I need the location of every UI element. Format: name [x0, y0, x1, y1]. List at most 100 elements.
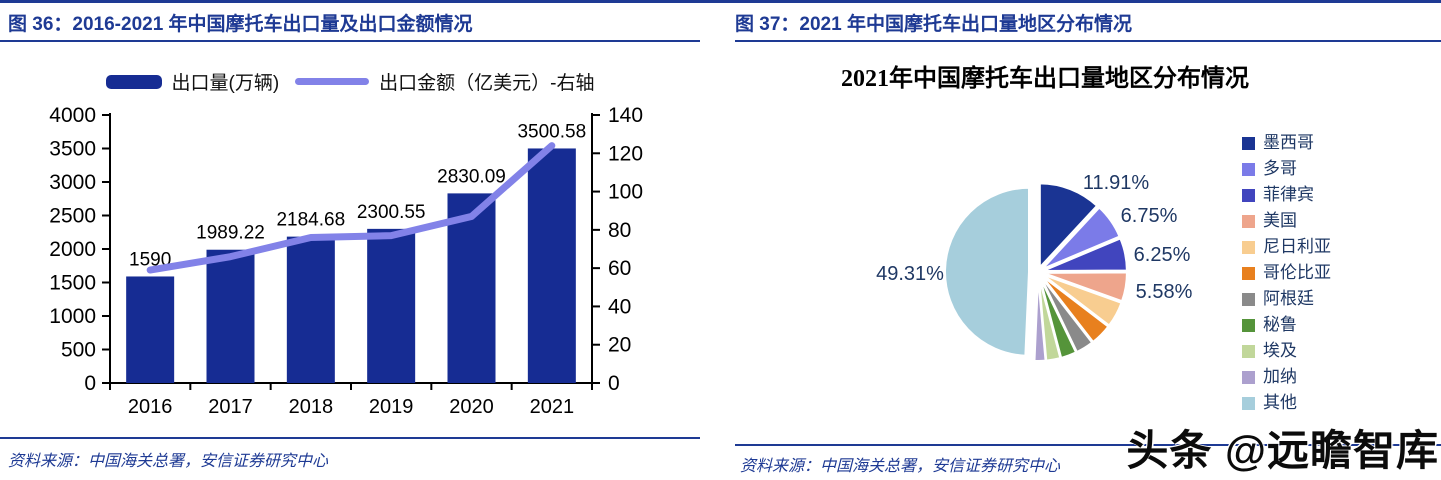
legend-swatch-icon: [1242, 162, 1255, 176]
legend-label: 加纳: [1263, 367, 1297, 386]
left-axis-tick-label: 4000: [49, 104, 96, 127]
combo-chart-legend: 出口量(万辆) 出口金额（亿美元）-右轴: [0, 68, 700, 95]
pie-legend-item-墨西哥: 墨西哥: [1242, 133, 1331, 153]
pie-slice-尼日利亚: [1041, 273, 1123, 327]
bar-2021: [527, 148, 576, 383]
pie-slice-label: 6.75%: [1121, 205, 1178, 227]
pie-legend-item-菲律宾: 菲律宾: [1242, 185, 1331, 205]
figure-36-source: 资料来源：中国海关总署，安信证券研究中心: [8, 453, 329, 470]
legend-item-bar: 出口量(万辆): [105, 68, 280, 95]
x-axis-category-label: 2018: [289, 396, 334, 418]
legend-label: 墨西哥: [1263, 133, 1314, 152]
pie-legend-item-埃及: 埃及: [1242, 341, 1331, 361]
pie-slice-其他: [944, 186, 1031, 357]
line-series: [146, 142, 556, 274]
pie-legend-item-秘鲁: 秘鲁: [1242, 315, 1331, 335]
x-axis-category-label: 2020: [449, 396, 494, 418]
x-axis-category-label: 2016: [128, 396, 173, 418]
toutiao-watermark: 头条 @远瞻智库: [1126, 427, 1439, 474]
pie-legend-item-哥伦比亚: 哥伦比亚: [1242, 263, 1331, 283]
left-axis-tick-label: 1500: [49, 272, 96, 295]
pie-slice-label: 5.58%: [1136, 281, 1193, 303]
legend-swatch-icon: [1242, 344, 1255, 358]
bar-2017: [206, 249, 255, 383]
left-axis-tick-label: 2500: [49, 205, 96, 228]
bar-value-label: 2830.09: [437, 166, 506, 187]
line-swatch-icon: [295, 78, 370, 85]
pie-legend-item-美国: 美国: [1242, 211, 1331, 231]
bar-2020: [447, 193, 496, 383]
figure-37-bottom-rule: [735, 444, 1441, 446]
left-axis-tick-label: 1000: [49, 305, 96, 328]
legend-label: 出口量(万辆): [171, 73, 280, 94]
legend-swatch-icon: [1242, 396, 1255, 410]
pie-slice-阿根廷: [1039, 275, 1094, 354]
legend-item-line: 出口金额（亿美元）-右轴: [295, 68, 594, 95]
legend-swatch-icon: [1242, 266, 1255, 280]
x-axis-category-label: 2017: [208, 396, 253, 418]
left-axis-tick-label: 0: [84, 372, 96, 395]
legend-label: 美国: [1263, 211, 1297, 230]
legend-label: 多哥: [1263, 159, 1297, 178]
pie-slice-加纳: [1033, 275, 1047, 362]
bar-2016: [126, 276, 175, 383]
top-border-rule: [0, 0, 1441, 3]
legend-swatch-icon: [1242, 292, 1255, 306]
pie-legend-item-加纳: 加纳: [1242, 367, 1331, 387]
right-axis-tick-label: 80: [608, 219, 631, 242]
pie-legend-item-多哥: 多哥: [1242, 159, 1331, 179]
bar-value-label: 3500.58: [517, 121, 586, 142]
legend-label: 菲律宾: [1263, 185, 1314, 204]
left-axis-tick-label: 500: [61, 339, 96, 362]
legend-swatch-icon: [1242, 240, 1255, 254]
pie-chart-title: 2021年中国摩托车出口量地区分布情况: [841, 66, 1249, 92]
bar-value-label: 2184.68: [276, 210, 345, 231]
right-axis-tick-label: 0: [608, 372, 620, 395]
legend-label: 埃及: [1263, 341, 1297, 360]
pie-slice-label: 49.31%: [876, 263, 944, 285]
figure-37-title-rule: [735, 40, 1441, 42]
right-axis-tick-label: 40: [608, 295, 631, 318]
pie-chart: 11.91% 6.75% 6.25% 5.58% 49.31%: [876, 172, 1193, 362]
legend-label: 哥伦比亚: [1263, 263, 1331, 282]
bar-2018: [286, 236, 335, 383]
right-axis-tick-label: 60: [608, 257, 631, 280]
legend-swatch-icon: [1242, 318, 1255, 332]
pie-slice-label: 6.25%: [1134, 244, 1191, 266]
figure-37-panel: 图 37：2021 年中国摩托车出口量地区分布情况 2021年中国摩托车出口量地…: [720, 0, 1441, 480]
right-axis-tick-label: 100: [608, 181, 643, 204]
legend-label: 秘鲁: [1263, 315, 1297, 334]
legend-label: 出口金额（亿美元）-右轴: [379, 73, 595, 94]
figure-37-title: 图 37：2021 年中国摩托车出口量地区分布情况: [735, 14, 1132, 35]
legend-label: 其他: [1263, 393, 1297, 412]
bar-line-chart: 0 500 1000 1500 2000 2500 3000 3500 4000 0 20 40 60 8…: [49, 104, 643, 418]
bar-2019: [367, 228, 416, 383]
pie-chart-legend: 墨西哥多哥菲律宾美国尼日利亚哥伦比亚阿根廷秘鲁埃及加纳其他: [1242, 133, 1331, 413]
pie-slice-label: 11.91%: [1083, 172, 1150, 194]
legend-swatch-icon: [1242, 214, 1255, 228]
legend-swatch-icon: [1242, 188, 1255, 202]
legend-swatch-icon: [1242, 136, 1255, 150]
left-axis-tick-label: 2000: [49, 238, 96, 261]
bar-swatch-icon: [105, 74, 162, 89]
right-axis-tick-label: 120: [608, 142, 643, 165]
left-axis-tick-label: 3000: [49, 171, 96, 194]
pie-slice-多哥: [1041, 206, 1121, 271]
x-axis-category-label: 2021: [530, 396, 575, 418]
pie-legend-item-其他: 其他: [1242, 393, 1331, 413]
figure-37-source: 资料来源：中国海关总署，安信证券研究中心: [740, 458, 1061, 475]
legend-swatch-icon: [1242, 370, 1255, 384]
figure-36-panel: 图 36：2016-2021 年中国摩托车出口量及出口金额情况 出口量(万辆) 出…: [0, 0, 710, 480]
pie-slice-哥伦比亚: [1040, 274, 1110, 343]
pie-legend-item-尼日利亚: 尼日利亚: [1242, 237, 1331, 257]
pie-slice-美国: [1041, 271, 1128, 303]
figure-36-title-rule: [0, 40, 700, 42]
pie-legend-item-阿根廷: 阿根廷: [1242, 289, 1331, 309]
bar-value-label: 2300.55: [357, 202, 426, 223]
bar-value-label: 1989.22: [196, 223, 265, 244]
legend-label: 阿根廷: [1263, 289, 1314, 308]
right-axis-tick-label: 20: [608, 334, 631, 357]
figure-36-bottom-rule: [0, 437, 700, 439]
figure-36-title: 图 36：2016-2021 年中国摩托车出口量及出口金额情况: [8, 14, 473, 35]
